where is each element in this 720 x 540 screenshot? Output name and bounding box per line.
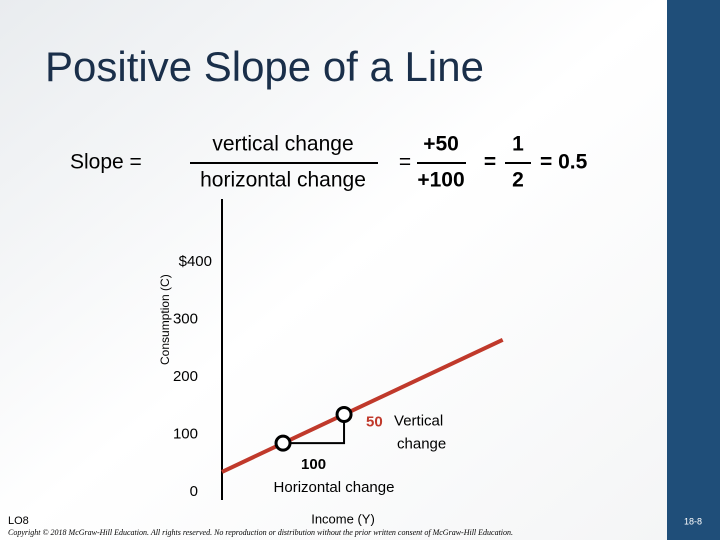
formula-numerator: +50 <box>423 133 459 156</box>
page-number: 18-8 <box>684 516 702 526</box>
y-tick-label: 300 <box>173 311 198 328</box>
y-tick-label: 100 <box>173 426 198 443</box>
annotation: Vertical <box>394 412 443 429</box>
annotation: 50 <box>366 413 383 430</box>
formula-equals: = <box>399 151 411 174</box>
y-tick-label: $400 <box>179 253 212 270</box>
formula-equals: = <box>484 151 496 174</box>
point <box>274 434 292 452</box>
formula-numerator: vertical change <box>212 133 353 156</box>
formula-numerator: 1 <box>512 133 524 156</box>
background <box>0 0 667 540</box>
slide-title: Positive Slope of a Line <box>45 43 484 90</box>
y-axis-label: Consumption (C) <box>158 274 172 365</box>
annotation: 100 <box>301 456 326 473</box>
point <box>335 405 353 423</box>
formula-denominator: horizontal change <box>200 169 366 192</box>
x-axis-label: Income (Y) <box>311 511 375 526</box>
annotation: change <box>397 435 446 452</box>
learning-objective: LO8 <box>8 515 29 527</box>
annotation: Horizontal change <box>274 479 395 496</box>
slope-bracket <box>283 414 346 445</box>
copyright: Copyright © 2018 McGraw-Hill Education. … <box>8 528 513 537</box>
y-tick-label: 200 <box>173 368 198 385</box>
formula-denominator: 2 <box>512 169 524 192</box>
formula-lhs: Slope = <box>70 151 142 174</box>
data-line <box>221 337 504 474</box>
formula-denominator: +100 <box>417 169 464 192</box>
y-tick-label: 0 <box>190 483 198 500</box>
side-bar <box>667 0 720 540</box>
formula-result: = 0.5 <box>540 151 588 174</box>
